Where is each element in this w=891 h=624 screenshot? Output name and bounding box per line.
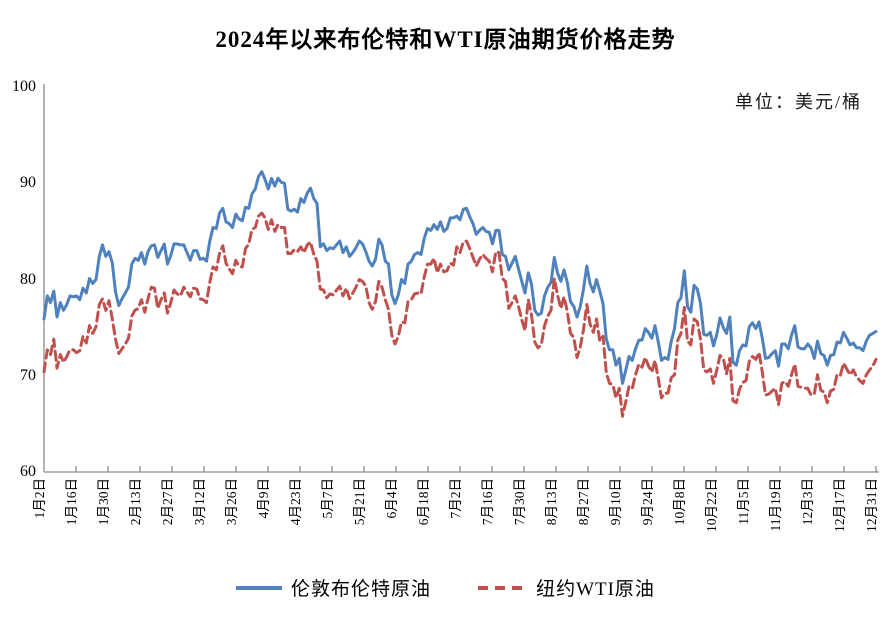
x-axis-label: 3月12日: [192, 478, 207, 526]
legend-item-wti: 纽约WTI原油: [477, 574, 655, 601]
x-axis-label: 9月24日: [640, 478, 655, 526]
legend-label-wti: 纽约WTI原油: [536, 579, 655, 600]
x-axis-label: 1月2日: [32, 478, 47, 519]
x-axis-label: 3月26日: [224, 478, 239, 526]
brent-line: [42, 170, 878, 385]
x-axis-label: 10月8日: [672, 478, 687, 526]
wti-line: [42, 211, 878, 418]
x-axis-label: 10月22日: [704, 478, 719, 532]
x-axis-label: 6月18日: [416, 478, 431, 526]
y-axis-label: 100: [12, 78, 36, 95]
x-axis-label: 12月31日: [864, 478, 879, 532]
y-axis-label: 90: [20, 174, 36, 192]
legend-label-brent: 伦敦布伦特原油: [291, 579, 432, 600]
x-axis-label: 4月23日: [288, 478, 303, 526]
y-axis-label: 70: [20, 366, 36, 384]
y-axis-label: 80: [20, 270, 36, 288]
x-axis-label: 8月27日: [576, 478, 591, 526]
x-axis-label: 12月3日: [800, 478, 815, 526]
x-axis-label: 5月7日: [320, 478, 335, 519]
legend-key-wti-dashed-line-icon: [478, 585, 527, 590]
unit-label: 单位：美元/桶: [734, 92, 862, 112]
x-axis-label: 2月13日: [128, 478, 143, 526]
chart-title: 2024年以来布伦特和WTI原油期货价格走势: [215, 27, 676, 52]
x-axis-label: 4月9日: [256, 478, 271, 519]
x-axis-label: 6月4日: [384, 478, 399, 519]
x-axis-label: 8月13日: [544, 478, 559, 526]
x-axis-label: 7月30日: [512, 478, 527, 526]
x-axis-label: 2月27日: [160, 478, 175, 526]
legend-item-brent: 伦敦布伦特原油: [236, 574, 431, 601]
x-axis-label: 9月10日: [608, 478, 623, 526]
x-axis-label: 5月21日: [352, 478, 367, 526]
x-axis-label: 7月16日: [480, 478, 495, 526]
x-axis-label: 11月19日: [768, 478, 783, 532]
x-axis-label: 11月5日: [736, 478, 751, 525]
legend-key-brent-line-icon: [236, 585, 283, 590]
legend: 伦敦布伦特原油 纽约WTI原油: [0, 574, 891, 601]
x-axis-label: 12月17日: [832, 478, 847, 532]
x-axis-label: 1月30日: [96, 478, 111, 526]
y-axis-label: 60: [20, 463, 36, 480]
x-axis-label: 1月16日: [64, 478, 79, 526]
x-axis-label: 7月2日: [448, 478, 463, 519]
